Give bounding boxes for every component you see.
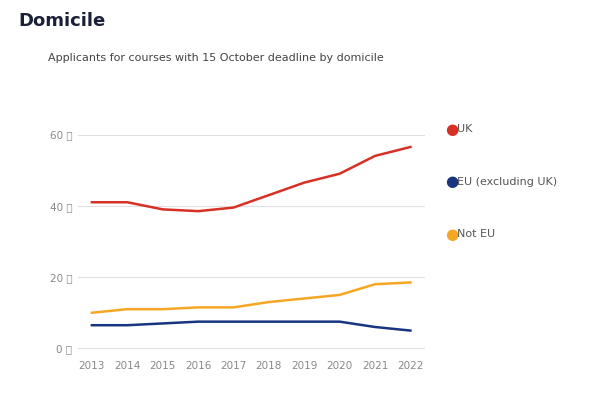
Text: Applicants for courses with 15 October deadline by domicile: Applicants for courses with 15 October d…: [48, 53, 383, 63]
Text: EU (excluding UK): EU (excluding UK): [457, 177, 557, 187]
Text: ●: ●: [446, 174, 459, 189]
Text: ●: ●: [446, 227, 459, 242]
Text: UK: UK: [457, 124, 473, 134]
Text: Domicile: Domicile: [18, 12, 105, 30]
Text: ●: ●: [446, 122, 459, 137]
Text: Not EU: Not EU: [457, 229, 496, 239]
